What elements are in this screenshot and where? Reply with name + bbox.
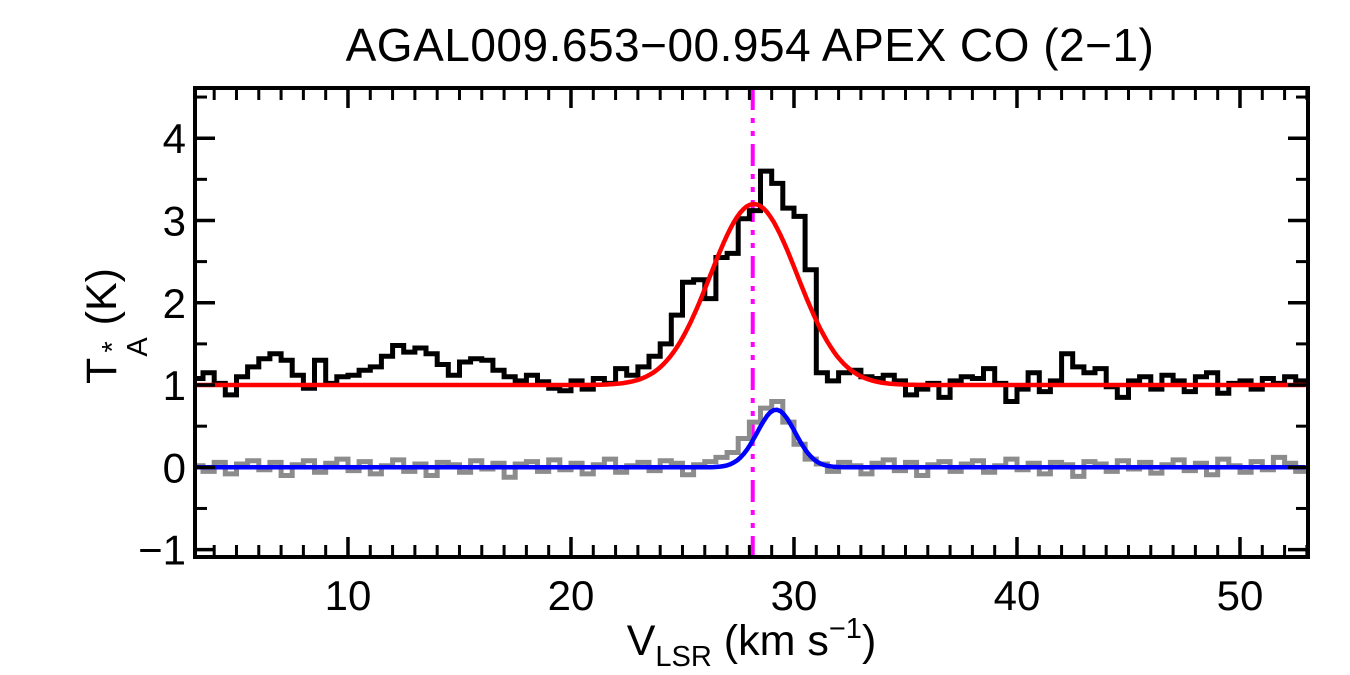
axes-frame [193, 86, 1310, 559]
x-axis-label-unit: (km s [711, 617, 829, 665]
svg-text:10: 10 [325, 572, 372, 619]
gaussian-fit-secondary-series [195, 407, 1306, 470]
svg-text:−1: −1 [138, 527, 186, 574]
offset-residual-spectrum-series [195, 399, 1308, 480]
gaussian-fit-main-series [195, 201, 1306, 388]
y-axis-label-subscript: A [121, 337, 154, 357]
y-axis-label-symbol: T [78, 357, 126, 384]
y-axis-label: T * A (K) [78, 176, 154, 476]
x-axis-label-unit-close: ) [861, 617, 877, 665]
observed-co21-spectrum-series [195, 168, 1308, 404]
svg-text:4: 4 [163, 115, 186, 162]
svg-text:40: 40 [994, 572, 1041, 619]
y-axis-label-scripts: * A [97, 337, 154, 357]
svg-text:2: 2 [163, 280, 186, 327]
x-tick-labels: 10 20 30 40 50 [325, 572, 1264, 619]
svg-text:30: 30 [771, 572, 818, 619]
x-axis-label-subscript: LSR [655, 641, 712, 673]
x-axis-label: VLSR (km s−1) [195, 613, 1308, 674]
svg-text:0: 0 [163, 444, 186, 491]
y-tick-labels: −1 0 1 2 3 4 [138, 115, 186, 573]
y-axis-label-unit: (K) [78, 268, 126, 338]
x-axis-label-superscript: −1 [828, 613, 862, 645]
svg-text:1: 1 [163, 362, 186, 409]
svg-text:20: 20 [548, 572, 595, 619]
x-axis-label-symbol: V [626, 617, 656, 665]
chart-title: AGAL009.653−00.954 APEX CO (2−1) [345, 19, 1155, 71]
svg-text:50: 50 [1217, 572, 1264, 619]
svg-text:3: 3 [163, 197, 186, 244]
axis-ticks [197, 90, 1309, 555]
